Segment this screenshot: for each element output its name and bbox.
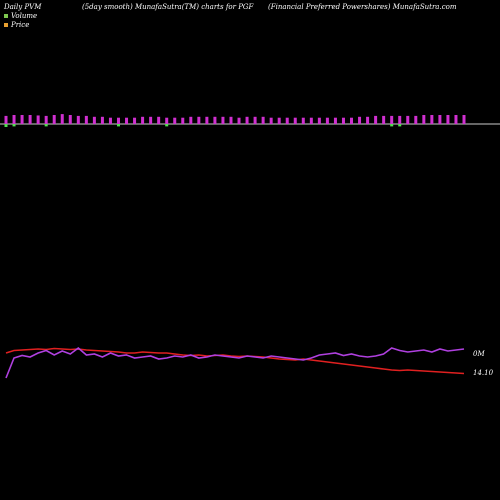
volume-bar-up (325, 117, 329, 124)
volume-bar-up (100, 116, 104, 124)
volume-bar-down (4, 124, 8, 127)
volume-bar-up (36, 115, 40, 124)
volume-bar-up (20, 115, 24, 124)
volume-bar-up (317, 117, 321, 124)
legend-volume: Volume (4, 12, 37, 20)
legend-price-label: Price (11, 21, 30, 29)
volume-bar-up (149, 116, 153, 124)
legend-price-swatch (4, 23, 8, 27)
volume-bar-up (141, 116, 145, 124)
volume-bar-up (181, 117, 185, 124)
volume-bar-up (189, 116, 193, 124)
volume-bar-down (44, 124, 48, 127)
chart-header-right: (Financial Preferred Powershares) Munafa… (268, 3, 457, 11)
volume-bar-down (12, 124, 16, 127)
volume-bar-down (116, 124, 120, 127)
volume-bar-up (390, 115, 394, 124)
volume-bar-up (60, 114, 64, 124)
price-lines (5, 346, 465, 379)
volume-bar-up (4, 115, 8, 124)
volume-bar-up (398, 115, 402, 124)
chart-header-center: (5day smooth) MunafaSutra(TM) charts for… (82, 3, 254, 11)
volume-bar-up (293, 117, 297, 124)
volume-bar-up (269, 117, 273, 124)
volume-bar-up (245, 116, 249, 124)
volume-bar-up (374, 115, 378, 124)
volume-bar-up (253, 116, 257, 124)
volume-bar-up (28, 115, 32, 124)
volume-bar-up (261, 116, 265, 124)
legend-volume-swatch (4, 14, 8, 18)
volume-bar-up (341, 117, 345, 124)
smooth-series-line (5, 346, 465, 379)
price-series-line (5, 347, 465, 375)
volume-bar-up (52, 115, 56, 124)
volume-bar-up (358, 116, 362, 124)
volume-bar-down (165, 124, 169, 127)
volume-bar-up (350, 117, 354, 124)
volume-bar-up (12, 115, 16, 124)
volume-bar-up (44, 115, 48, 124)
volume-bar-up (382, 115, 386, 124)
volume-bar-up (213, 116, 217, 124)
volume-bar-up (205, 116, 209, 124)
volume-bar-up (116, 117, 120, 124)
volume-bar-down (398, 124, 402, 127)
volume-bar-up (84, 115, 88, 124)
smooth-end-label: 0M (473, 350, 485, 358)
volume-bar-down (390, 124, 394, 127)
volume-bar-up (430, 115, 434, 124)
volume-bar-up (438, 115, 442, 124)
volume-bar-up (221, 116, 225, 124)
volume-bar-up (173, 117, 177, 124)
volume-bar-up (229, 116, 233, 124)
volume-bar-up (197, 116, 201, 124)
volume-bar-up (446, 115, 450, 124)
volume-bar-up (462, 115, 466, 124)
volume-bar-up (277, 117, 281, 124)
legend-price: Price (4, 21, 29, 29)
volume-bar-up (333, 117, 337, 124)
legend-volume-label: Volume (11, 12, 38, 20)
volume-bar-up (237, 117, 241, 124)
volume-bar-up (285, 117, 289, 124)
volume-bar-up (309, 117, 313, 124)
chart-header-left: Daily PVM (4, 3, 42, 11)
volume-bar-up (157, 116, 161, 124)
volume-bar-up (76, 115, 80, 124)
volume-bar-up (406, 115, 410, 124)
volume-bar-up (165, 117, 169, 124)
volume-bar-up (125, 117, 129, 124)
volume-bar-up (414, 115, 418, 124)
volume-bar-up (133, 117, 137, 124)
volume-bar-up (422, 115, 426, 124)
volume-bar-up (108, 117, 112, 124)
volume-bars (4, 114, 466, 127)
price-end-label: 14.10 (473, 369, 494, 377)
volume-bar-up (301, 117, 305, 124)
volume-bar-up (454, 115, 458, 124)
volume-bar-up (92, 116, 96, 124)
volume-bar-up (366, 116, 370, 124)
volume-bar-up (68, 115, 72, 124)
